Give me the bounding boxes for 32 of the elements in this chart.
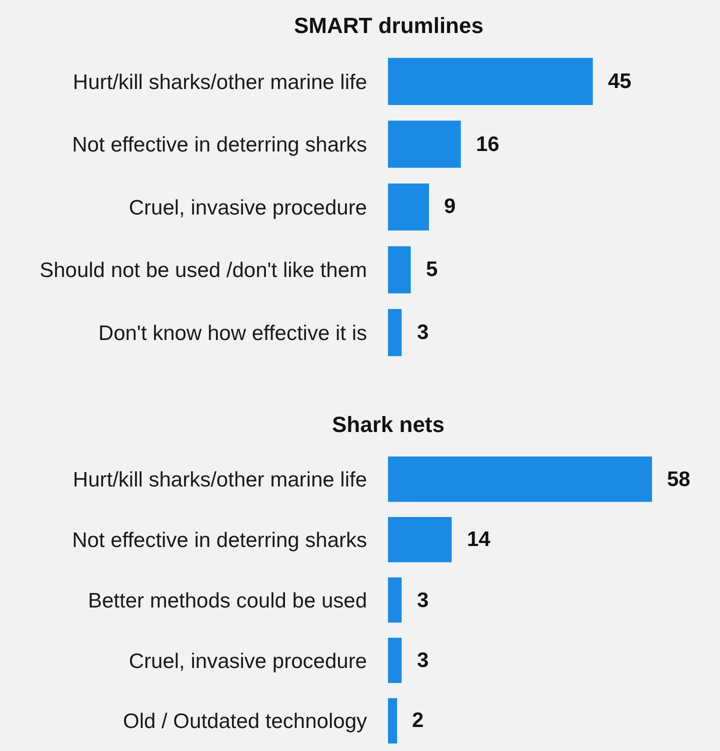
y-tick-label: Should not be used /don't like them xyxy=(40,259,367,282)
data-label: 3 xyxy=(417,321,429,344)
bar xyxy=(388,58,593,105)
y-tick-label: Cruel, invasive procedure xyxy=(128,650,367,673)
bar xyxy=(388,309,402,356)
data-label: 3 xyxy=(417,589,429,612)
y-tick-label: Hurt/kill sharks/other marine life xyxy=(72,468,367,492)
y-tick-label: Don't know how effective it is xyxy=(98,322,367,345)
bar xyxy=(388,638,402,684)
data-label: 45 xyxy=(608,70,632,93)
y-tick-label: Not effective in deterring sharks xyxy=(72,528,367,552)
y-tick-label: Not effective in deterring sharks xyxy=(72,134,367,157)
bar xyxy=(388,120,461,168)
data-label: 3 xyxy=(417,649,429,672)
data-label: 2 xyxy=(412,709,424,732)
data-label: 58 xyxy=(667,468,691,491)
chart-title: Shark nets xyxy=(332,412,444,437)
bar xyxy=(388,516,452,562)
bar xyxy=(388,577,402,623)
y-tick-label: Cruel, invasive procedure xyxy=(128,196,367,220)
y-tick-label: Old / Outdated technology xyxy=(123,710,368,734)
y-tick-label: Better methods could be used xyxy=(88,589,367,612)
bar xyxy=(388,698,398,744)
bar xyxy=(388,456,652,502)
bar xyxy=(388,246,411,294)
data-label: 9 xyxy=(444,195,456,218)
chart-title: SMART drumlines xyxy=(294,13,484,38)
y-tick-label: Hurt/kill sharks/other marine life xyxy=(72,70,367,94)
data-label: 14 xyxy=(467,528,491,551)
bar xyxy=(388,183,429,231)
data-label: 16 xyxy=(476,133,500,156)
data-label: 5 xyxy=(426,258,438,281)
